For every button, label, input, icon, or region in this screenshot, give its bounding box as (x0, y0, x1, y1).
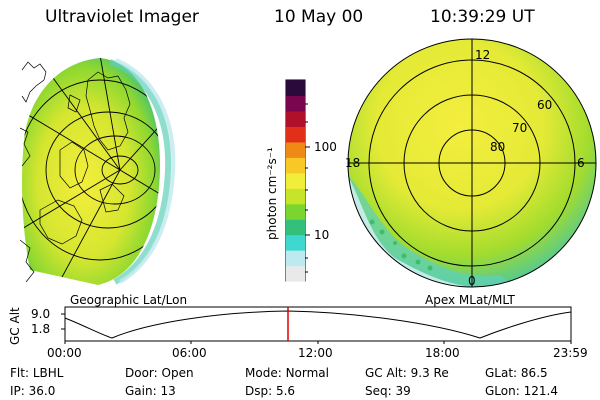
colorbar-band (286, 188, 305, 205)
mlt-label-18: 18 (345, 156, 361, 170)
colorbar-band (286, 234, 305, 251)
alt-ytick-1: 1.8 (31, 322, 51, 336)
colorbar-tick-100: 100 (314, 140, 337, 154)
colorbar-unit: photon cm⁻²s⁻¹ (265, 147, 279, 240)
colorbar (285, 79, 310, 282)
info-glat: GLat: 86.5 (485, 366, 548, 380)
info-gc-alt: GC Alt: 9.3 Re (365, 366, 449, 380)
colorbar-band (286, 203, 305, 220)
altitude-plot (61, 306, 572, 344)
alt-ytick-9: 9.0 (31, 307, 51, 321)
colorbar-band (286, 126, 305, 143)
mlt-label-0: 0 (468, 274, 476, 288)
mlt-label-6: 6 (577, 156, 585, 170)
date-label: 10 May 00 (274, 7, 364, 27)
colorbar-band (286, 80, 305, 97)
info-mode: Mode: Normal (245, 366, 329, 380)
mlt-label-12: 12 (475, 48, 491, 62)
alt-xtick-4: 23:59 (553, 346, 588, 360)
polar-grid (347, 38, 597, 288)
earth-image (22, 58, 176, 285)
colorbar-tick-10: 10 (314, 228, 330, 242)
coastlines (19, 61, 131, 283)
alt-ylabel: GC Alt (8, 307, 22, 345)
time-label: 10:39:29 UT (430, 7, 535, 27)
info-door: Door: Open (125, 366, 194, 380)
info-flt: Flt: LBHL (10, 366, 64, 380)
info-glon: GLon: 121.4 (485, 384, 558, 398)
colorbar-band (286, 172, 305, 189)
right-panel-caption: Apex MLat/MLT (425, 293, 515, 307)
info-ip: IP: 36.0 (10, 384, 56, 398)
colorbar-band (286, 157, 305, 174)
colorbar-band (286, 95, 305, 112)
mlat-label-70: 70 (512, 121, 528, 135)
alt-xtick-3: 18:00 (425, 346, 460, 360)
colorbar-band (286, 250, 305, 267)
alt-xtick-0: 00:00 (47, 346, 82, 360)
instrument-title: Ultraviolet Imager (45, 7, 199, 27)
colorbar-band (286, 110, 305, 127)
alt-xtick-1: 06:00 (172, 346, 207, 360)
alt-xtick-2: 12:00 (298, 346, 333, 360)
mlat-label-80: 80 (490, 140, 506, 154)
mlat-label-60: 60 (537, 98, 553, 112)
info-seq: Seq: 39 (365, 384, 411, 398)
colorbar-band (286, 219, 305, 236)
colorbar-band (286, 265, 305, 282)
info-dsp: Dsp: 5.6 (245, 384, 296, 398)
colorbar-band (286, 141, 305, 158)
left-panel-caption: Geographic Lat/Lon (70, 293, 188, 307)
info-gain: Gain: 13 (125, 384, 176, 398)
